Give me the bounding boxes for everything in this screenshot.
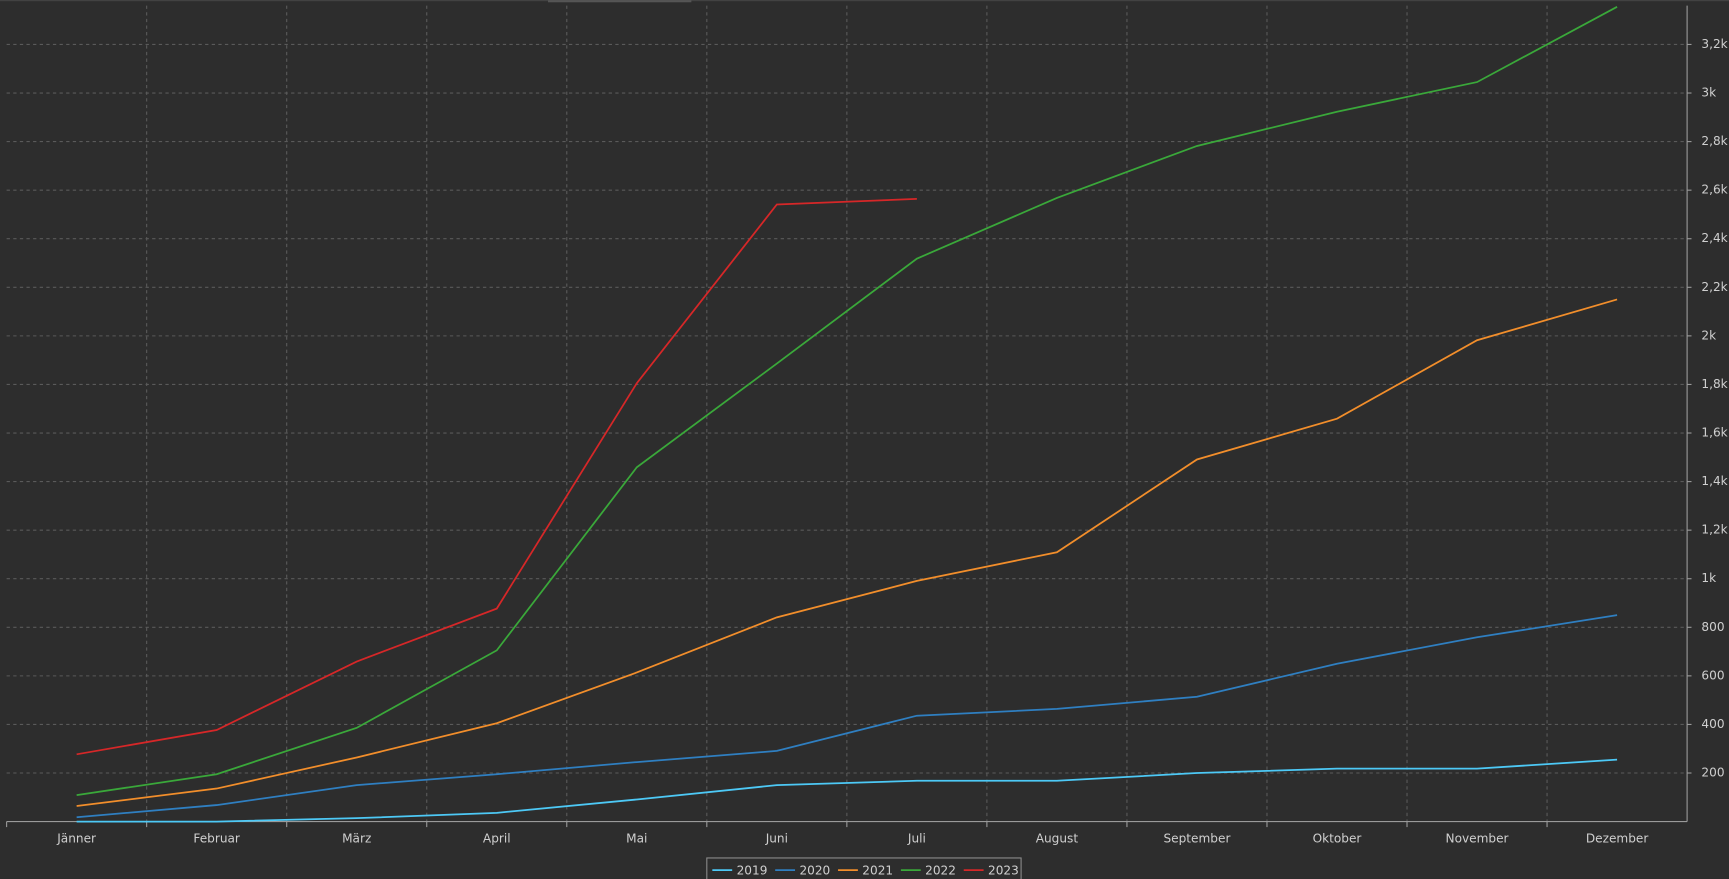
legend-label: 2021 [862,864,893,878]
y-tick-label: 1,8k [1701,377,1727,391]
y-tick-label: 2,2k [1701,280,1727,294]
series-line [76,6,1618,796]
x-tick-label: März [342,832,371,846]
y-tick-label: 2,4k [1701,231,1727,245]
y-tick-label: 2,6k [1701,183,1727,197]
x-tick-label: Juni [765,832,788,846]
y-tick-label: 3k [1701,86,1716,100]
y-tick-label: 2,8k [1701,134,1727,148]
y-tick-label: 1,2k [1701,523,1727,537]
y-tick-label: 400 [1701,717,1724,731]
x-tick-label: Dezember [1586,832,1649,846]
x-tick-label: Juli [907,832,926,846]
x-tick-label: April [483,832,511,846]
legend-label: 2020 [799,864,830,878]
x-tick-label: Februar [193,832,240,846]
x-tick-label: Oktober [1313,832,1362,846]
legend-label: 2023 [988,864,1019,878]
x-tick-label: September [1163,832,1230,846]
y-tick-label: 3,2k [1701,37,1727,51]
y-tick-label: 2k [1701,328,1716,342]
legend: 2019 2020 2021 2022 2023 [706,857,1022,879]
top-border [0,0,1729,2]
legend-label: 2022 [925,864,956,878]
x-tick-label: Jänner [56,832,96,846]
y-tick-label: 800 [1701,620,1724,634]
x-tick-label: Mai [626,832,647,846]
x-tick-label: August [1036,832,1079,846]
series-line [76,614,1618,819]
legend-label: 2019 [737,864,768,878]
y-tick-label: 1k [1701,571,1716,585]
y-tick-label: 1,4k [1701,474,1727,488]
y-tick-label: 1,6k [1701,426,1727,440]
series-line [76,198,917,756]
legend-box [706,857,1022,879]
series-line [76,298,1618,807]
x-tick-label: November [1446,832,1509,846]
series-line [76,758,1618,823]
y-tick-label: 600 [1701,668,1724,682]
top-tab [548,0,692,3]
y-tick-label: 200 [1701,766,1724,780]
